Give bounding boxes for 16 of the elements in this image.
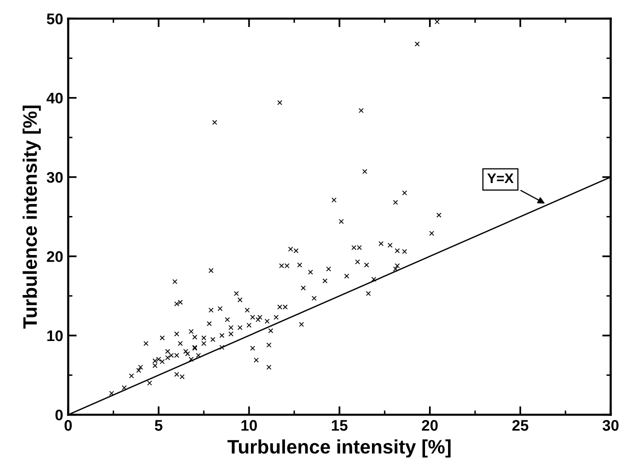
x-axis-title: Turbulence intensity [%] (227, 439, 451, 458)
y-tick-label: 30 (46, 172, 63, 183)
y-tick-label: 40 (46, 92, 63, 104)
x-tick-label: 25 (512, 420, 528, 431)
x-tick-label: 5 (154, 420, 162, 431)
y-tick-label: 10 (47, 330, 63, 342)
x-tick-label: 10 (242, 420, 257, 431)
y-tick-label: 0 (55, 410, 63, 420)
x-tick-label: 20 (422, 420, 438, 431)
x-tick-label: 0 (64, 420, 72, 431)
x-tick-label: 15 (332, 420, 348, 431)
annotation: Y=X (487, 173, 514, 184)
y-tick-label: 50 (46, 14, 63, 24)
y-tick-label: 20 (46, 251, 63, 262)
x-tick-label: 30 (602, 420, 619, 431)
y-axis-title: Turbulence intensity [%] (22, 106, 41, 329)
